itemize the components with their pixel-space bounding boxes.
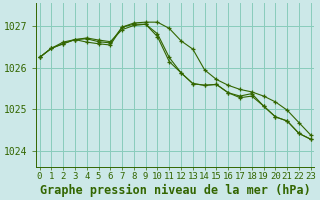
X-axis label: Graphe pression niveau de la mer (hPa): Graphe pression niveau de la mer (hPa) [40, 183, 310, 197]
